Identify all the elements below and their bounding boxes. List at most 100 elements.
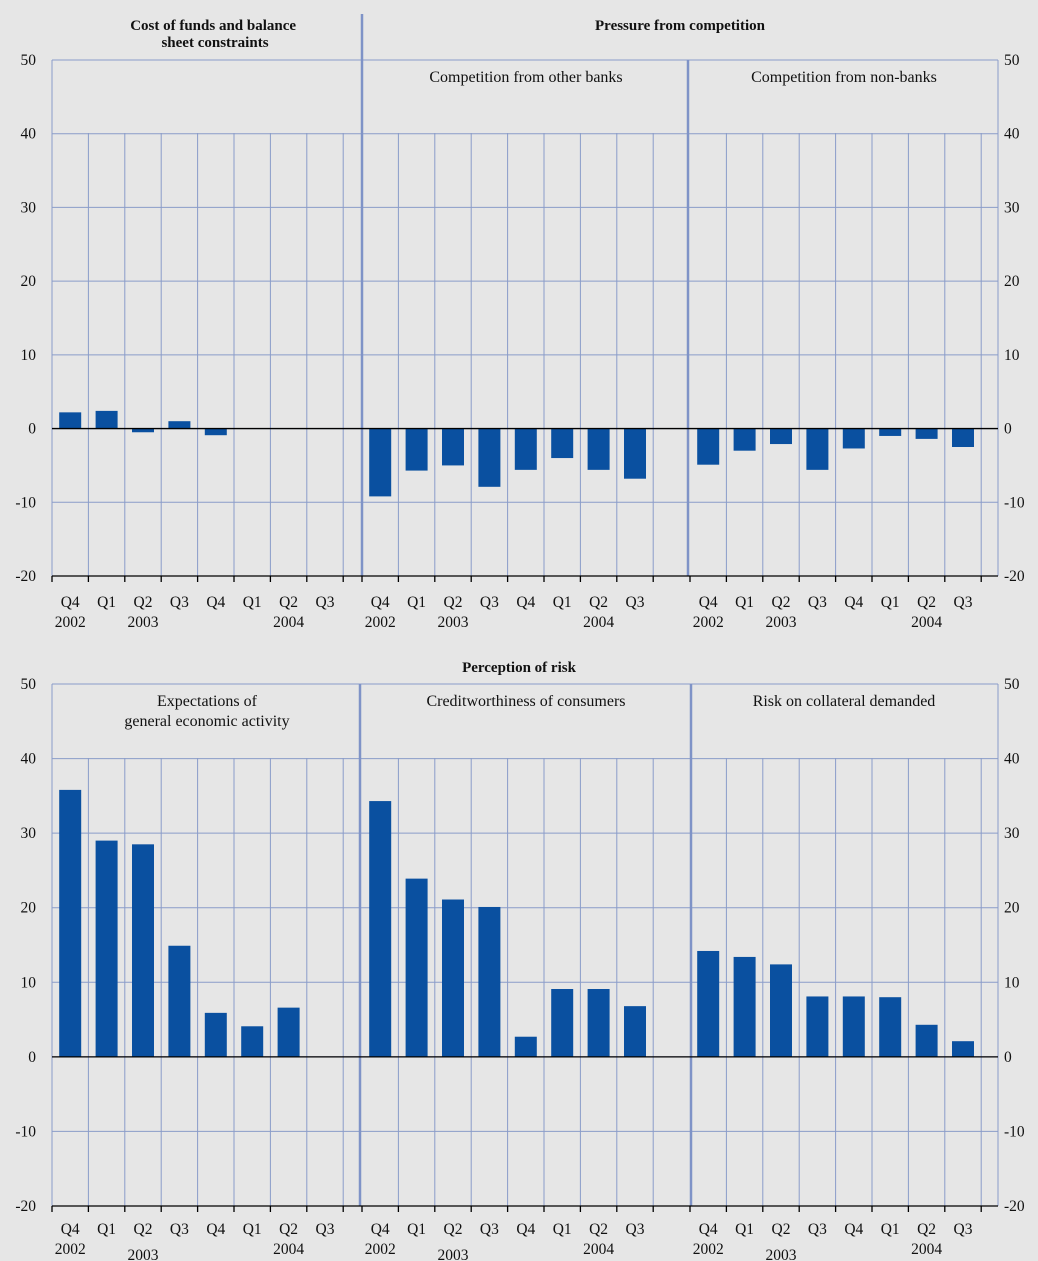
x-year-label: 2002	[365, 614, 396, 631]
y-tick-right: 40	[1004, 126, 1020, 143]
bar	[697, 428, 720, 465]
x-tick-label: Q1	[97, 1221, 116, 1238]
x-tick-label: Q1	[243, 1221, 262, 1238]
y-tick-right: 0	[1004, 1049, 1012, 1066]
x-tick-label: Q3	[808, 594, 827, 611]
x-tick-label: Q3	[480, 1221, 499, 1238]
x-tick-label: Q1	[407, 594, 426, 611]
x-tick-label: Q2	[134, 594, 153, 611]
bar	[624, 1006, 646, 1057]
y-tick-left: 30	[21, 199, 37, 216]
y-tick-left: -20	[15, 568, 36, 585]
bar	[442, 428, 464, 466]
bar	[59, 412, 82, 429]
x-year-label: 2002	[55, 614, 86, 631]
bar	[587, 988, 610, 1057]
x-year-label: 2002	[693, 1241, 724, 1258]
y-tick-left: -10	[15, 494, 36, 511]
x-tick-label: Q3	[626, 594, 645, 611]
x-year-label: 2004	[273, 1241, 304, 1258]
x-year-label: 2002	[55, 1241, 86, 1258]
x-tick-label: Q2	[772, 1221, 791, 1238]
panel-title: Expectations of	[157, 693, 258, 710]
bar	[204, 428, 227, 436]
x-tick-label: Q2	[279, 594, 298, 611]
bar	[204, 1012, 227, 1057]
x-tick-label: Q1	[243, 594, 262, 611]
panel-title: Creditworthiness of consumers	[426, 693, 625, 710]
bar	[915, 428, 938, 439]
bar	[478, 906, 501, 1057]
bar	[132, 428, 154, 433]
chart2-header: Perception of risk	[462, 660, 577, 676]
y-tick-left: 20	[21, 900, 37, 917]
x-tick-label: Q4	[61, 594, 80, 611]
x-tick-label: Q3	[316, 1221, 335, 1238]
x-tick-label: Q3	[170, 1221, 189, 1238]
bar	[587, 428, 610, 470]
y-tick-left: -20	[15, 1198, 36, 1215]
y-tick-left: 20	[21, 273, 37, 290]
bar	[478, 428, 501, 487]
chart1-header-right: Pressure from competition	[595, 18, 766, 34]
x-year-label: 2002	[365, 1241, 396, 1258]
x-tick-label: Q2	[589, 594, 608, 611]
bar	[405, 878, 428, 1057]
bar	[59, 789, 82, 1057]
bar	[952, 1041, 974, 1057]
panel-title: Competition from other banks	[429, 69, 622, 86]
bar	[806, 996, 829, 1057]
bar	[168, 945, 191, 1057]
bar	[697, 950, 720, 1057]
bar	[369, 428, 392, 497]
x-tick-label: Q3	[480, 594, 499, 611]
bar	[551, 988, 574, 1057]
x-tick-label: Q3	[316, 594, 335, 611]
x-year-label: 2003	[438, 1247, 469, 1261]
chart1-plot: 50 50 40 40 30 30 20 20 10 10 0 0 -10 -10 -20 -20 Q4 Q1 Q2…	[15, 14, 1025, 631]
bar	[514, 1036, 537, 1057]
x-tick-label: Q2	[917, 594, 936, 611]
chart1-header-left: Cost of funds and balance sheet constrai…	[130, 18, 300, 51]
bar	[842, 996, 865, 1057]
bar	[405, 428, 428, 471]
panel-title: Risk on collateral demanded	[753, 693, 936, 710]
y-tick-left: -10	[15, 1123, 36, 1140]
y-tick-right: 10	[1004, 974, 1020, 991]
x-year-label: 2003	[766, 614, 797, 631]
x-tick-label: Q2	[134, 1221, 153, 1238]
x-tick-label: Q2	[444, 1221, 463, 1238]
x-year-label: 2004	[911, 1241, 942, 1258]
y-tick-left: 40	[21, 751, 37, 768]
y-tick-right: 0	[1004, 421, 1012, 438]
bar	[770, 964, 792, 1057]
y-tick-right: 20	[1004, 900, 1020, 917]
bar	[624, 428, 646, 479]
bar	[733, 428, 756, 451]
x-tick-label: Q4	[206, 1221, 225, 1238]
bar	[770, 428, 792, 445]
x-tick-label: Q4	[844, 594, 863, 611]
y-tick-left: 10	[21, 347, 37, 364]
y-tick-left: 50	[21, 52, 37, 69]
bar	[551, 428, 574, 459]
x-tick-label: Q2	[444, 594, 463, 611]
y-tick-right: 20	[1004, 273, 1020, 290]
x-tick-label: Q2	[772, 594, 791, 611]
y-tick-right: 10	[1004, 347, 1020, 364]
x-tick-label: Q3	[170, 594, 189, 611]
x-tick-label: Q4	[699, 1221, 718, 1238]
bar	[915, 1024, 938, 1057]
x-year-label: 2002	[693, 614, 724, 631]
bar	[806, 428, 829, 470]
x-tick-label: Q3	[808, 1221, 827, 1238]
chart2-plot: 50 50 40 40 30 30 20 20 10 10 0 0 -10 -10 -20 -20 Q4 Q1 Q2…	[15, 676, 1025, 1261]
y-tick-right: -10	[1004, 1123, 1025, 1140]
x-year-label: 2003	[766, 1247, 797, 1261]
x-tick-label: Q1	[881, 1221, 900, 1238]
x-tick-label: Q3	[954, 594, 973, 611]
y-tick-right: 50	[1004, 676, 1020, 693]
x-year-label: 2003	[128, 614, 159, 631]
x-tick-label: Q3	[626, 1221, 645, 1238]
